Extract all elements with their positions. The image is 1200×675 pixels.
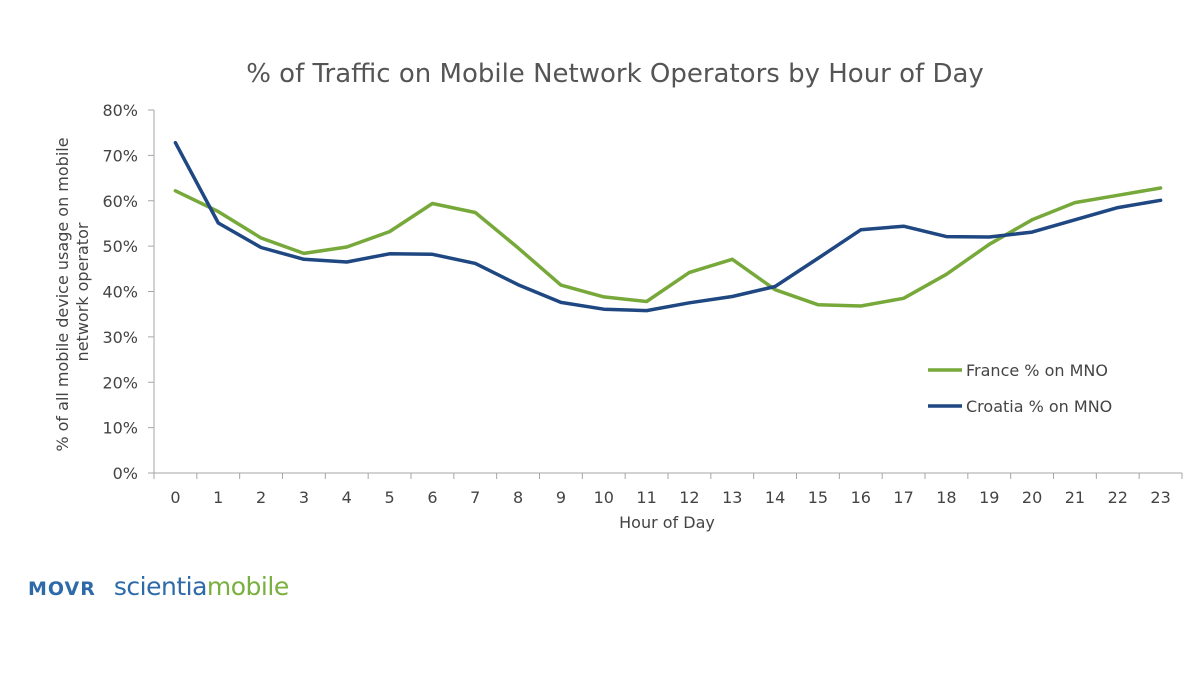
y-tick-label: 0% xyxy=(113,464,138,483)
x-tick-label: 5 xyxy=(384,488,394,507)
series-line-france xyxy=(173,186,1163,308)
x-tick-label: 12 xyxy=(679,488,699,507)
movr-logo: MOVR xyxy=(28,578,96,600)
y-tick-label: 50% xyxy=(102,237,138,256)
y-tick-label: 80% xyxy=(102,101,138,120)
x-tick-label: 16 xyxy=(851,488,871,507)
x-tick-label: 3 xyxy=(299,488,309,507)
x-tick-label: 22 xyxy=(1108,488,1128,507)
x-tick-label: 9 xyxy=(556,488,566,507)
legend-label: France % on MNO xyxy=(966,361,1108,380)
y-tick-label: 10% xyxy=(102,419,138,438)
series-line-croatia xyxy=(173,140,1163,313)
y-tick-label: 60% xyxy=(102,192,138,211)
x-tick-label: 23 xyxy=(1150,488,1170,507)
x-tick-label: 1 xyxy=(213,488,223,507)
x-tick-label: 6 xyxy=(427,488,437,507)
series-lines xyxy=(173,140,1163,313)
x-tick-label: 11 xyxy=(636,488,656,507)
y-tick-label: 40% xyxy=(102,283,138,302)
scientiamobile-logo-scientia: scientia xyxy=(113,572,208,601)
x-tick-label: 13 xyxy=(722,488,742,507)
x-tick-label: 19 xyxy=(979,488,999,507)
x-tick-label: 15 xyxy=(808,488,828,507)
y-axis-label: % of all mobile device usage on mobile n… xyxy=(53,132,92,451)
x-tick-label: 18 xyxy=(936,488,956,507)
x-tick-label: 21 xyxy=(1065,488,1085,507)
y-axis-label-line-2: network operator xyxy=(73,222,92,361)
brand-footer: MOVR scientia mobile xyxy=(28,572,289,612)
x-tick-label: 0 xyxy=(170,488,180,507)
x-tick-label: 14 xyxy=(765,488,785,507)
x-tick-label: 4 xyxy=(342,488,352,507)
x-tick-label: 20 xyxy=(1022,488,1042,507)
legend-label: Croatia % on MNO xyxy=(966,397,1112,416)
x-tick-label: 10 xyxy=(594,488,614,507)
x-tick-label: 7 xyxy=(470,488,480,507)
x-tick-label: 2 xyxy=(256,488,266,507)
y-axis-label-line-1: % of all mobile device usage on mobile xyxy=(53,137,72,451)
x-axis-label: Hour of Day xyxy=(619,513,715,532)
x-tick-label: 8 xyxy=(513,488,523,507)
axes xyxy=(148,109,1183,479)
y-tick-label: 70% xyxy=(102,146,138,165)
y-tick-label: 30% xyxy=(102,328,138,347)
x-tick-label: 17 xyxy=(893,488,913,507)
x-tick-labels: 0 1 2 3 4 5 6 7 8 9 10 11 12 13 14 15 16 17 18 19 20 21 22 23 xyxy=(170,488,1170,507)
chart-title: % of Traffic on Mobile Network Operators… xyxy=(246,59,984,89)
y-tick-label: 20% xyxy=(102,373,138,392)
scientiamobile-logo-mobile: mobile xyxy=(206,572,289,601)
legend: France % on MNO Croatia % on MNO xyxy=(928,361,1112,416)
y-tick-labels: 0% 10% 20% 30% 40% 50% 60% 70% 80% xyxy=(102,101,138,483)
